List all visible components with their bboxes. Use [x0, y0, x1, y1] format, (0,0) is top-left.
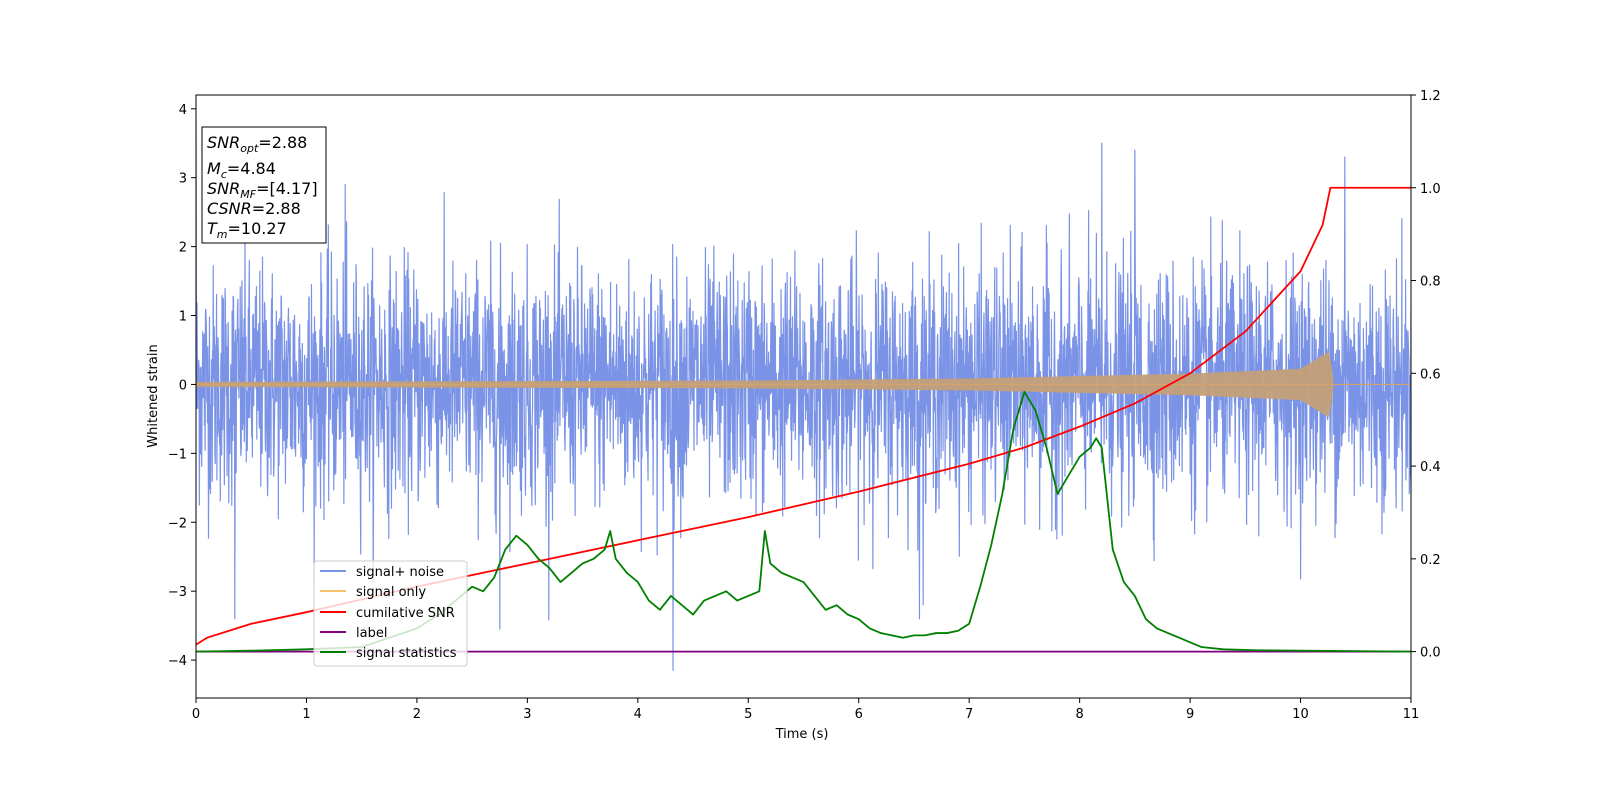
legend-label: signal+ noise	[356, 565, 444, 580]
y-left-tick-label: 4	[179, 103, 187, 118]
y-axis-title: Whitened strain	[146, 344, 161, 447]
cumulative-snr-series	[196, 186, 1411, 646]
signal-statistics-series	[196, 390, 1411, 653]
y-right-tick-label: 0.2	[1420, 553, 1441, 568]
plot-frame	[195, 94, 1412, 699]
y-left-tick-label: 1	[179, 310, 187, 325]
y-left-tick-label: 3	[179, 172, 187, 187]
y-right-tick-label: 1.2	[1420, 89, 1441, 104]
x-axis-ticks: 0 1 2 3 4 5 6 7 8 9 10 11	[192, 698, 1419, 722]
y-right-axis-ticks: 0.0 0.2 0.4 0.6 0.8 1.0 1.2	[1411, 89, 1441, 661]
info-box: SNRopt=2.88 Mc=4.84 SNRMF=[4.17] CSNR=2.…	[201, 126, 327, 244]
x-tick-label: 3	[523, 707, 531, 722]
x-tick-label: 8	[1075, 707, 1083, 722]
legend-item-signal-statistics: signal statistics	[320, 646, 457, 661]
y-left-tick-label: −2	[168, 516, 187, 531]
legend-label: signal only	[356, 585, 426, 600]
x-tick-label: 6	[855, 707, 863, 722]
cumulative-snr-line	[196, 186, 1411, 646]
y-left-tick-label: −4	[168, 654, 187, 669]
signal-statistics-line	[196, 390, 1411, 653]
x-tick-label: 10	[1292, 707, 1309, 722]
legend-label: cumilative SNR	[356, 606, 455, 621]
y-right-tick-label: 0.4	[1420, 460, 1441, 475]
y-left-tick-label: 2	[179, 241, 187, 256]
y-left-tick-label: −3	[168, 585, 187, 600]
mc-text: Mc=4.84	[207, 159, 276, 181]
x-tick-label: 4	[634, 707, 642, 722]
legend-item-label: label	[320, 626, 387, 641]
legend-item-signal-noise: signal+ noise	[320, 565, 444, 580]
x-tick-label: 11	[1403, 707, 1420, 722]
y-left-tick-label: −1	[168, 447, 187, 462]
legend-item-signal-only: signal only	[320, 585, 426, 600]
x-tick-label: 2	[413, 707, 421, 722]
y-left-axis-ticks: −4 −3 −2 −1 0 1 2 3 4	[168, 103, 196, 669]
signal-only-series	[196, 351, 1411, 418]
x-tick-label: 7	[965, 707, 973, 722]
snr-mf-text: SNRMF=[4.17]	[207, 179, 318, 201]
snr-opt-text: SNRopt=2.88	[207, 133, 307, 155]
legend-label: label	[356, 626, 387, 641]
y-right-tick-label: 0.8	[1420, 275, 1441, 290]
y-right-tick-label: 0.0	[1420, 646, 1441, 661]
signal-noise-series	[196, 119, 1411, 672]
y-right-tick-label: 0.6	[1420, 367, 1441, 382]
y-left-tick-label: 0	[179, 378, 187, 393]
x-axis-title: Time (s)	[775, 727, 829, 742]
x-tick-label: 1	[302, 707, 310, 722]
x-tick-label: 9	[1186, 707, 1194, 722]
tm-text: Tm=10.27	[207, 219, 287, 241]
legend-item-cumulative-snr: cumilative SNR	[320, 606, 455, 621]
legend: signal+ noise signal only cumilative SNR…	[313, 560, 468, 667]
legend-label: signal statistics	[356, 646, 457, 661]
signal-noise-line	[196, 119, 1411, 672]
csnr-text: CSNR=2.88	[207, 199, 301, 218]
x-tick-label: 0	[192, 707, 200, 722]
x-tick-label: 5	[744, 707, 752, 722]
y-right-tick-label: 1.0	[1420, 182, 1441, 197]
